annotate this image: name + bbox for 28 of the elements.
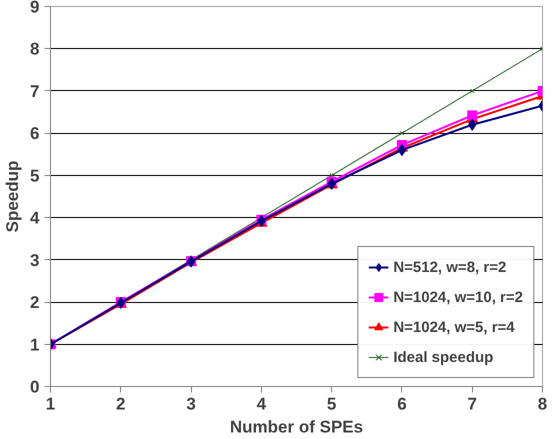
y-tick-label: 0: [30, 378, 40, 396]
x-tick-label: 2: [116, 394, 126, 414]
legend-label: N=512, w=8, r=2: [393, 258, 506, 276]
x-tick-label: 1: [46, 394, 56, 414]
y-tick-label: 4: [30, 208, 40, 228]
y-tick-label: 9: [30, 0, 40, 16]
y-tick-label: 1: [30, 335, 40, 354]
x-tick-label: 7: [467, 394, 477, 414]
y-tick-label: 5: [30, 166, 40, 186]
y-tick-label: 3: [30, 250, 40, 270]
point: [400, 130, 404, 136]
y-axis-title: Speedup: [3, 160, 22, 232]
y-tick-label: 8: [30, 40, 40, 59]
y-tick-label: 7: [30, 82, 40, 101]
x-tick-label: 5: [326, 394, 336, 414]
legend-label: Ideal speedup: [393, 348, 494, 366]
legend-label: N=1024, w=5, r=4: [393, 318, 515, 336]
point: [398, 144, 406, 156]
point: [470, 88, 474, 94]
point: [467, 110, 478, 120]
x-tick-label: 3: [186, 394, 196, 414]
y-tick-label: 2: [30, 293, 40, 312]
legend-label: N=1024, w=10, r=2: [393, 288, 523, 306]
x-axis-title: Number of SPEs: [230, 418, 364, 436]
x-tick-label: 6: [397, 394, 407, 414]
x-tick-label: 4: [256, 394, 267, 414]
y-tick-label: 6: [30, 124, 40, 144]
x-tick-label: 8: [538, 394, 548, 414]
